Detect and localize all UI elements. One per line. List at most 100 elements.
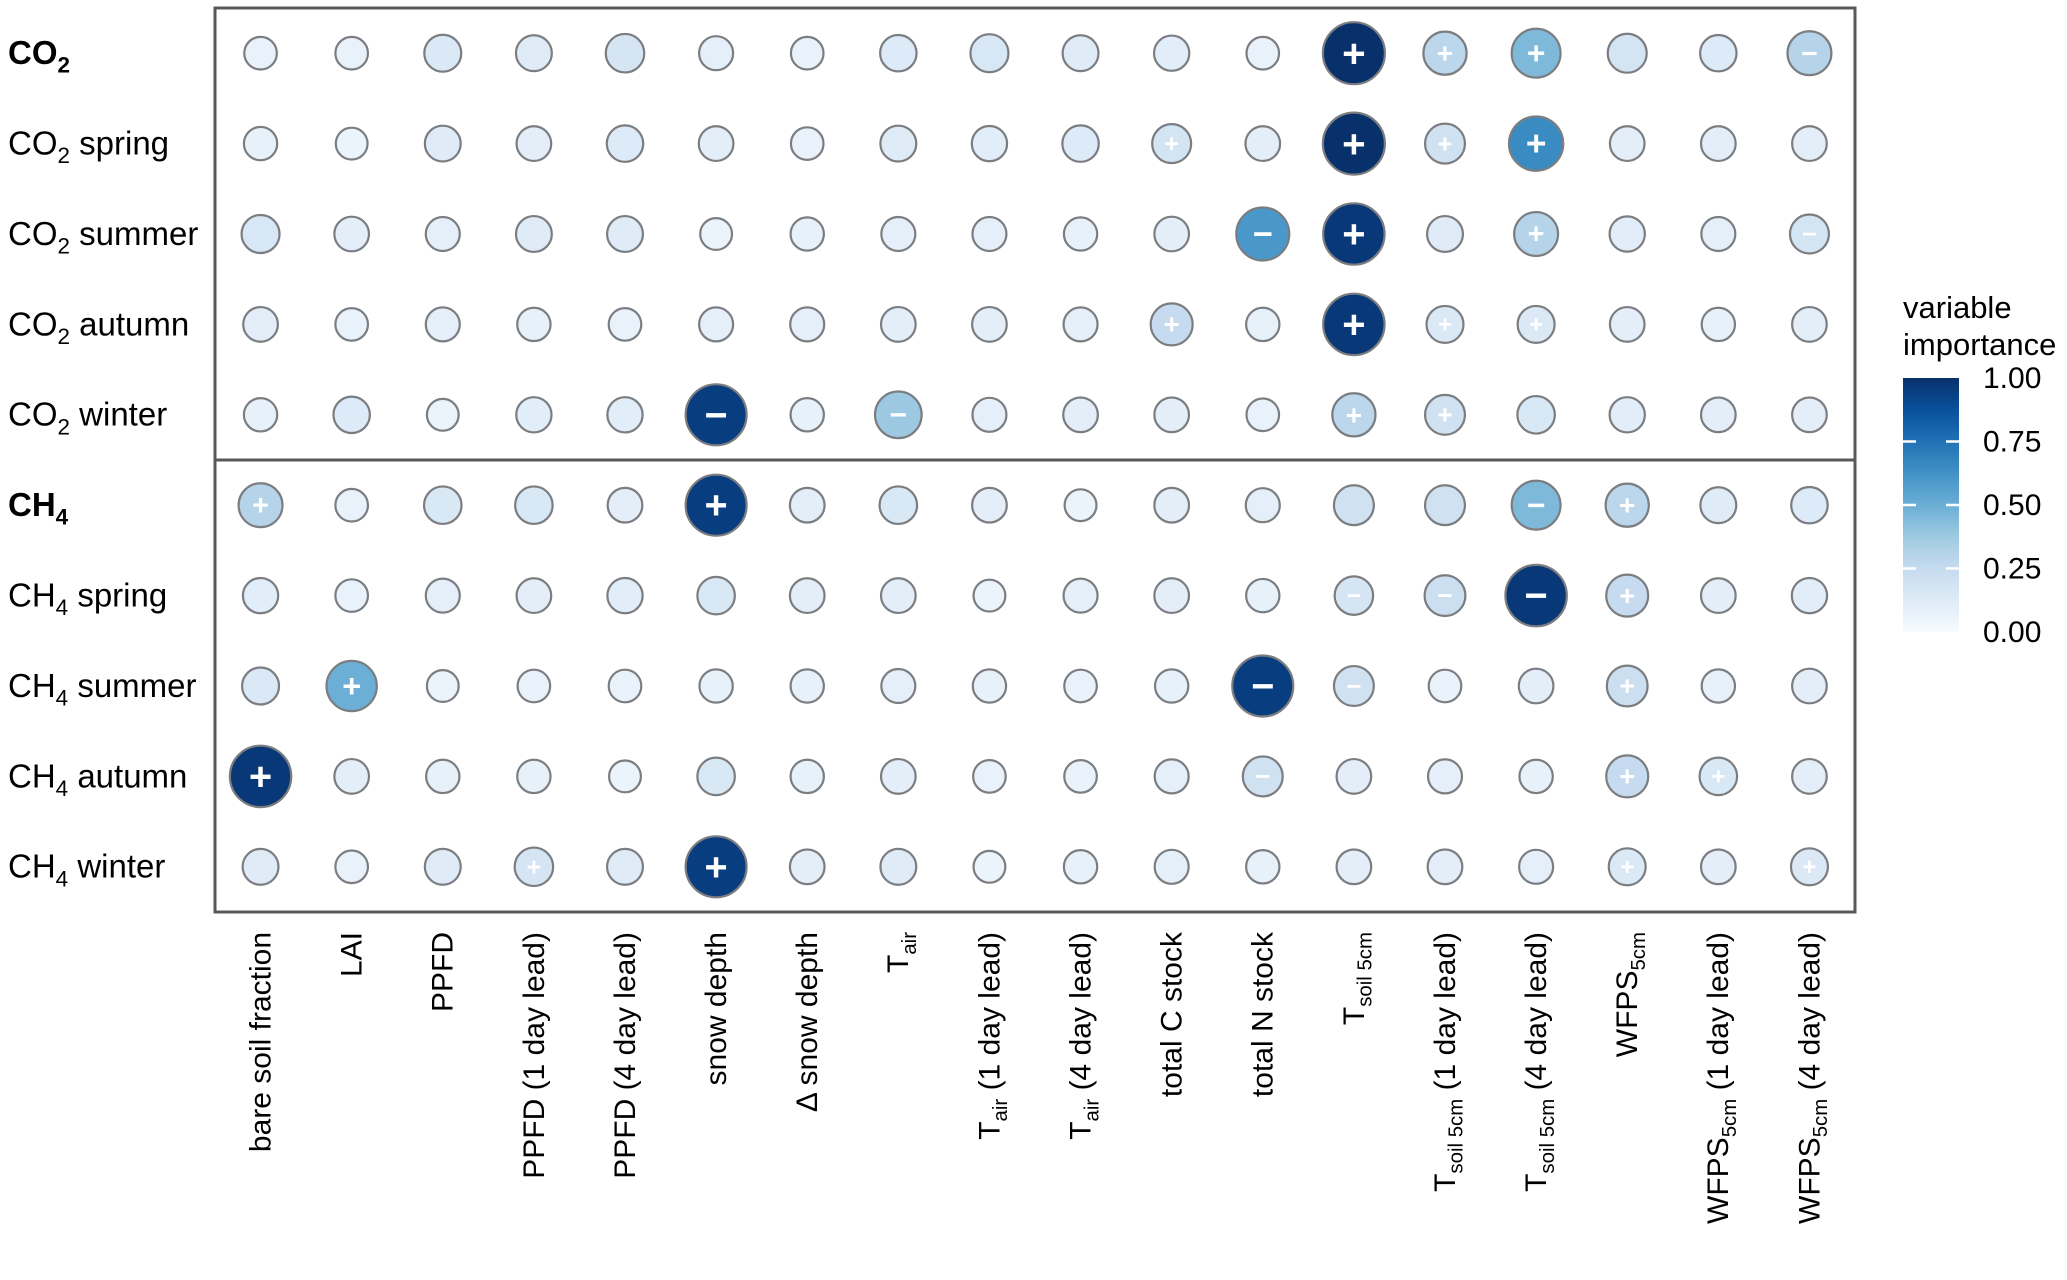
importance-dot bbox=[332, 395, 371, 435]
legend-tick-label: 0.25 bbox=[1983, 553, 2041, 586]
sign-plus: + bbox=[705, 845, 728, 889]
column-label-group: Tair (1 day lead) bbox=[973, 932, 1012, 1140]
column-label-group: PPFD (1 day lead) bbox=[518, 932, 551, 1179]
column-label: Tair (4 day lead) bbox=[1064, 932, 1103, 1140]
importance-dot bbox=[240, 213, 281, 255]
importance-dot bbox=[1790, 576, 1829, 615]
legend-title-line2: importance bbox=[1903, 327, 2056, 362]
column-label: PPFD bbox=[427, 932, 460, 1012]
importance-dot bbox=[228, 744, 293, 809]
sign-minus: − bbox=[1255, 763, 1270, 791]
importance-dot bbox=[334, 487, 370, 523]
importance-dot bbox=[1241, 755, 1284, 798]
importance-dot bbox=[879, 33, 918, 73]
importance-dot bbox=[423, 33, 463, 73]
importance-dot bbox=[1245, 397, 1281, 433]
importance-dot bbox=[241, 847, 280, 886]
importance-dot bbox=[425, 397, 460, 432]
importance-dot bbox=[1062, 306, 1099, 343]
importance-dot bbox=[1518, 758, 1554, 795]
column-label-group: Tair bbox=[882, 932, 921, 973]
sign-plus: + bbox=[1802, 854, 1816, 881]
importance-dot bbox=[513, 846, 555, 888]
column-label: total N stock bbox=[1247, 931, 1280, 1097]
sign-minus: − bbox=[1251, 664, 1274, 708]
importance-dot bbox=[605, 214, 645, 254]
importance-dot bbox=[1606, 32, 1648, 74]
importance-dot bbox=[972, 578, 1007, 613]
importance-dot bbox=[1608, 305, 1646, 343]
column-label: bare soil fraction bbox=[244, 932, 277, 1152]
sign-plus: + bbox=[1711, 764, 1725, 791]
importance-dot bbox=[1423, 484, 1467, 527]
column-label: snow depth bbox=[700, 932, 733, 1085]
importance-dot bbox=[1333, 575, 1375, 616]
importance-dot bbox=[516, 306, 552, 343]
importance-dot bbox=[1153, 848, 1190, 885]
importance-dot bbox=[789, 306, 826, 343]
column-label-group: WFPS5cm (4 day lead) bbox=[1793, 932, 1832, 1224]
importance-dot bbox=[1062, 849, 1099, 885]
row-label-ch4-summer: CH4 summer bbox=[8, 667, 197, 711]
column-label: Tsoil 5cm bbox=[1338, 932, 1377, 1025]
importance-dot bbox=[1699, 396, 1737, 434]
importance-dot bbox=[879, 305, 917, 343]
column-label: WFPS5cm (1 day lead) bbox=[1702, 932, 1741, 1224]
importance-dot bbox=[788, 577, 826, 615]
importance-dot bbox=[1608, 125, 1646, 163]
importance-dot bbox=[242, 397, 279, 433]
importance-dot bbox=[1700, 306, 1737, 343]
column-label-group: Tsoil 5cm bbox=[1338, 932, 1377, 1025]
column-label: Tair bbox=[882, 932, 921, 973]
sign-plus: + bbox=[1342, 31, 1366, 76]
importance-dot bbox=[1427, 668, 1463, 704]
column-label: WFPS5cm (4 day lead) bbox=[1793, 932, 1832, 1224]
column-label-group: PPFD (4 day lead) bbox=[609, 932, 642, 1179]
importance-dot bbox=[1426, 758, 1464, 795]
importance-dot bbox=[698, 668, 734, 704]
importance-dot bbox=[1423, 122, 1467, 165]
importance-dot bbox=[425, 669, 460, 703]
importance-dot bbox=[423, 847, 462, 886]
sign-plus: + bbox=[1526, 125, 1547, 164]
importance-dot bbox=[1321, 21, 1386, 86]
importance-dot bbox=[698, 35, 735, 72]
column-label-group: Tsoil 5cm (1 day lead) bbox=[1429, 932, 1468, 1192]
importance-dot bbox=[1699, 33, 1738, 73]
importance-dot bbox=[606, 396, 644, 434]
importance-dot bbox=[1510, 479, 1562, 531]
importance-dot bbox=[605, 124, 645, 163]
sign-plus: + bbox=[1342, 121, 1366, 166]
column-label-group: total N stock bbox=[1247, 931, 1280, 1097]
importance-dot bbox=[684, 383, 748, 447]
importance-dot bbox=[1422, 30, 1468, 76]
importance-dot bbox=[1698, 756, 1739, 797]
importance-dot bbox=[1153, 758, 1190, 795]
importance-dot bbox=[516, 668, 552, 704]
sign-minus: − bbox=[1801, 38, 1818, 70]
importance-dot bbox=[514, 214, 553, 254]
importance-dot bbox=[334, 307, 370, 342]
importance-dot bbox=[1790, 485, 1829, 525]
importance-dot bbox=[1789, 847, 1830, 887]
importance-dot bbox=[1231, 654, 1295, 718]
importance-dot bbox=[1149, 302, 1194, 347]
importance-dot bbox=[1507, 115, 1565, 172]
importance-dot bbox=[969, 33, 1010, 74]
importance-dot bbox=[607, 668, 643, 704]
importance-dot bbox=[1245, 306, 1281, 343]
column-label: PPFD (1 day lead) bbox=[518, 932, 551, 1179]
column-label: Tsoil 5cm (1 day lead) bbox=[1429, 932, 1468, 1192]
importance-dot bbox=[1605, 664, 1649, 708]
importance-dot bbox=[1791, 757, 1828, 795]
column-label-group: Tair (4 day lead) bbox=[1064, 932, 1103, 1140]
sign-plus: + bbox=[1619, 580, 1635, 611]
importance-dot bbox=[1425, 214, 1465, 254]
importance-dot bbox=[333, 215, 371, 253]
sign-plus: + bbox=[1437, 130, 1452, 158]
importance-dot bbox=[1423, 574, 1467, 618]
importance-dot bbox=[243, 35, 278, 71]
sign-plus: + bbox=[1619, 490, 1635, 521]
importance-dot bbox=[1426, 848, 1464, 886]
importance-dot bbox=[607, 307, 643, 342]
